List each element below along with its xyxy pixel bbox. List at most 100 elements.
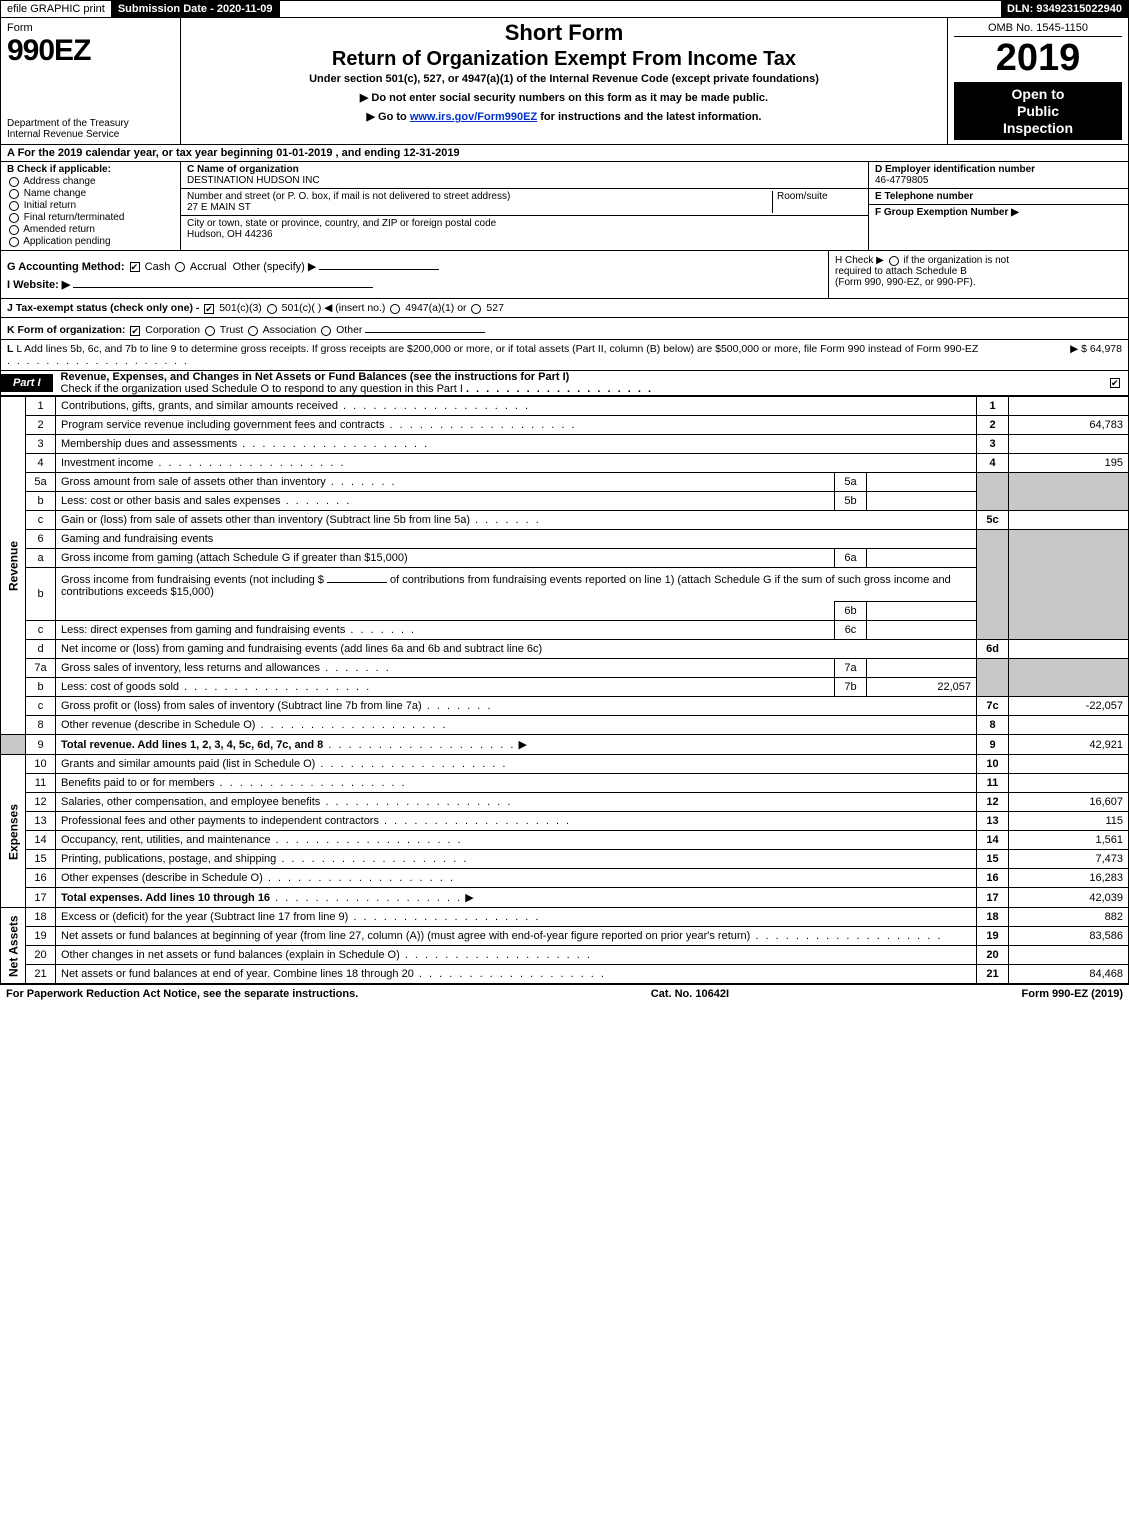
l9-ref: 9: [977, 735, 1009, 755]
d-ein-value: 46-4779805: [875, 175, 928, 186]
footer-right: Form 990-EZ (2019): [1022, 988, 1123, 1000]
chk-cash[interactable]: [130, 262, 140, 272]
part1-schedule-o-chk[interactable]: [1110, 378, 1120, 388]
chk-amended-return[interactable]: Amended return: [7, 224, 174, 235]
l5c-num: c: [26, 511, 56, 530]
l6-num: 6: [26, 530, 56, 549]
l10-num: 10: [26, 755, 56, 774]
l6d-amount: [1009, 640, 1129, 659]
l17-num: 17: [26, 888, 56, 908]
l7a-desc: Gross sales of inventory, less returns a…: [61, 662, 320, 674]
row-k: K Form of organization: Corporation Trus…: [0, 318, 1129, 340]
gh-left: G Accounting Method: Cash Accrual Other …: [1, 251, 828, 298]
page-footer: For Paperwork Reduction Act Notice, see …: [0, 984, 1129, 1003]
tax-year: 2019: [954, 37, 1122, 80]
inspection-box: Open to Public Inspection: [954, 82, 1122, 140]
l1-desc: Contributions, gifts, grants, and simila…: [61, 400, 338, 412]
l20-num: 20: [26, 946, 56, 965]
part1-title: Revenue, Expenses, and Changes in Net As…: [53, 371, 1108, 395]
l18-num: 18: [26, 908, 56, 927]
under-section: Under section 501(c), 527, or 4947(a)(1)…: [187, 73, 941, 85]
l9-desc: Total revenue. Add lines 1, 2, 3, 4, 5c,…: [61, 739, 323, 751]
l7b-mn: 7b: [835, 678, 867, 697]
k-other: Other: [336, 324, 362, 336]
l1-num: 1: [26, 397, 56, 416]
l21-num: 21: [26, 965, 56, 984]
section-b-c-def: B Check if applicable: Address change Na…: [0, 162, 1129, 251]
l11-desc: Benefits paid to or for members: [61, 777, 214, 789]
l3-num: 3: [26, 435, 56, 454]
l7a-num: 7a: [26, 659, 56, 678]
h-pre: H Check ▶: [835, 255, 887, 266]
irs-link[interactable]: www.irs.gov/Form990EZ: [410, 111, 537, 123]
e-phone-label: E Telephone number: [875, 191, 973, 202]
chk-527[interactable]: [471, 304, 481, 314]
l3-amount: [1009, 435, 1129, 454]
j-501c: 501(c)( ) ◀ (insert no.): [282, 302, 386, 314]
chk-corporation[interactable]: [130, 326, 140, 336]
l10-desc: Grants and similar amounts paid (list in…: [61, 758, 315, 770]
l16-desc: Other expenses (describe in Schedule O): [61, 872, 263, 884]
h-checkbox[interactable]: [889, 256, 899, 266]
l17-amount: 42,039: [1009, 888, 1129, 908]
row-a-taxyear: A For the 2019 calendar year, or tax yea…: [0, 145, 1129, 162]
chk-association[interactable]: [248, 326, 258, 336]
l14-desc: Occupancy, rent, utilities, and maintena…: [61, 834, 271, 846]
l7b-num: b: [26, 678, 56, 697]
chk-501c[interactable]: [267, 304, 277, 314]
chk-name-change[interactable]: Name change: [7, 188, 174, 199]
ssn-notice: ▶ Do not enter social security numbers o…: [187, 91, 941, 104]
chk-accrual[interactable]: [175, 262, 185, 272]
l5b-desc: Less: cost or other basis and sales expe…: [61, 495, 281, 507]
l20-ref: 20: [977, 946, 1009, 965]
chk-initial-return[interactable]: Initial return: [7, 200, 174, 211]
row-l: L L Add lines 5b, 6c, and 7b to line 9 t…: [0, 340, 1129, 371]
omb-number: OMB No. 1545-1150: [954, 22, 1122, 37]
l6b-num: b: [26, 568, 56, 621]
l5b-num: b: [26, 492, 56, 511]
l2-num: 2: [26, 416, 56, 435]
l21-amount: 84,468: [1009, 965, 1129, 984]
g-accounting: G Accounting Method: Cash Accrual Other …: [7, 258, 822, 273]
l11-ref: 11: [977, 774, 1009, 793]
dln-label: DLN: 93492315022940: [1001, 1, 1128, 17]
chk-4947[interactable]: [390, 304, 400, 314]
form-header: Form 990EZ Department of the Treasury In…: [0, 18, 1129, 145]
l19-amount: 83,586: [1009, 927, 1129, 946]
org-city: Hudson, OH 44236: [187, 229, 273, 240]
l13-ref: 13: [977, 812, 1009, 831]
l15-amount: 7,473: [1009, 850, 1129, 869]
l15-desc: Printing, publications, postage, and shi…: [61, 853, 276, 865]
short-form-title: Short Form: [187, 20, 941, 46]
inspection-line2: Public: [956, 103, 1120, 120]
chk-trust[interactable]: [205, 326, 215, 336]
l5c-desc: Gain or (loss) from sale of assets other…: [61, 514, 470, 526]
h-post: if the organization is not: [901, 255, 1009, 266]
l6-desc: Gaming and fundraising events: [56, 530, 977, 549]
chk-application-pending[interactable]: Application pending: [7, 236, 174, 247]
i-label: I Website: ▶: [7, 279, 70, 291]
chk-501c3[interactable]: [204, 304, 214, 314]
l7c-amount: -22,057: [1009, 697, 1129, 716]
l7a-mv: [867, 659, 977, 678]
d-ein-label: D Employer identification number: [875, 164, 1035, 175]
dept-irs: Internal Revenue Service: [7, 129, 174, 140]
l9-amount: 42,921: [1009, 735, 1129, 755]
chk-other[interactable]: [321, 326, 331, 336]
header-center: Short Form Return of Organization Exempt…: [181, 18, 948, 144]
l4-ref: 4: [977, 454, 1009, 473]
col-def: D Employer identification number 46-4779…: [868, 162, 1128, 250]
header-right: OMB No. 1545-1150 2019 Open to Public In…: [948, 18, 1128, 144]
form-word: Form: [7, 22, 33, 34]
l8-num: 8: [26, 716, 56, 735]
l7a-mn: 7a: [835, 659, 867, 678]
l6c-desc: Less: direct expenses from gaming and fu…: [61, 624, 345, 636]
l7b-desc: Less: cost of goods sold: [61, 681, 179, 693]
l6d-ref: 6d: [977, 640, 1009, 659]
chk-final-return[interactable]: Final return/terminated: [7, 212, 174, 223]
submission-date-button[interactable]: Submission Date - 2020-11-09: [112, 1, 280, 17]
l16-amount: 16,283: [1009, 869, 1129, 888]
org-street: 27 E MAIN ST: [187, 202, 251, 213]
chk-address-change[interactable]: Address change: [7, 176, 174, 187]
l5b-mn: 5b: [835, 492, 867, 511]
